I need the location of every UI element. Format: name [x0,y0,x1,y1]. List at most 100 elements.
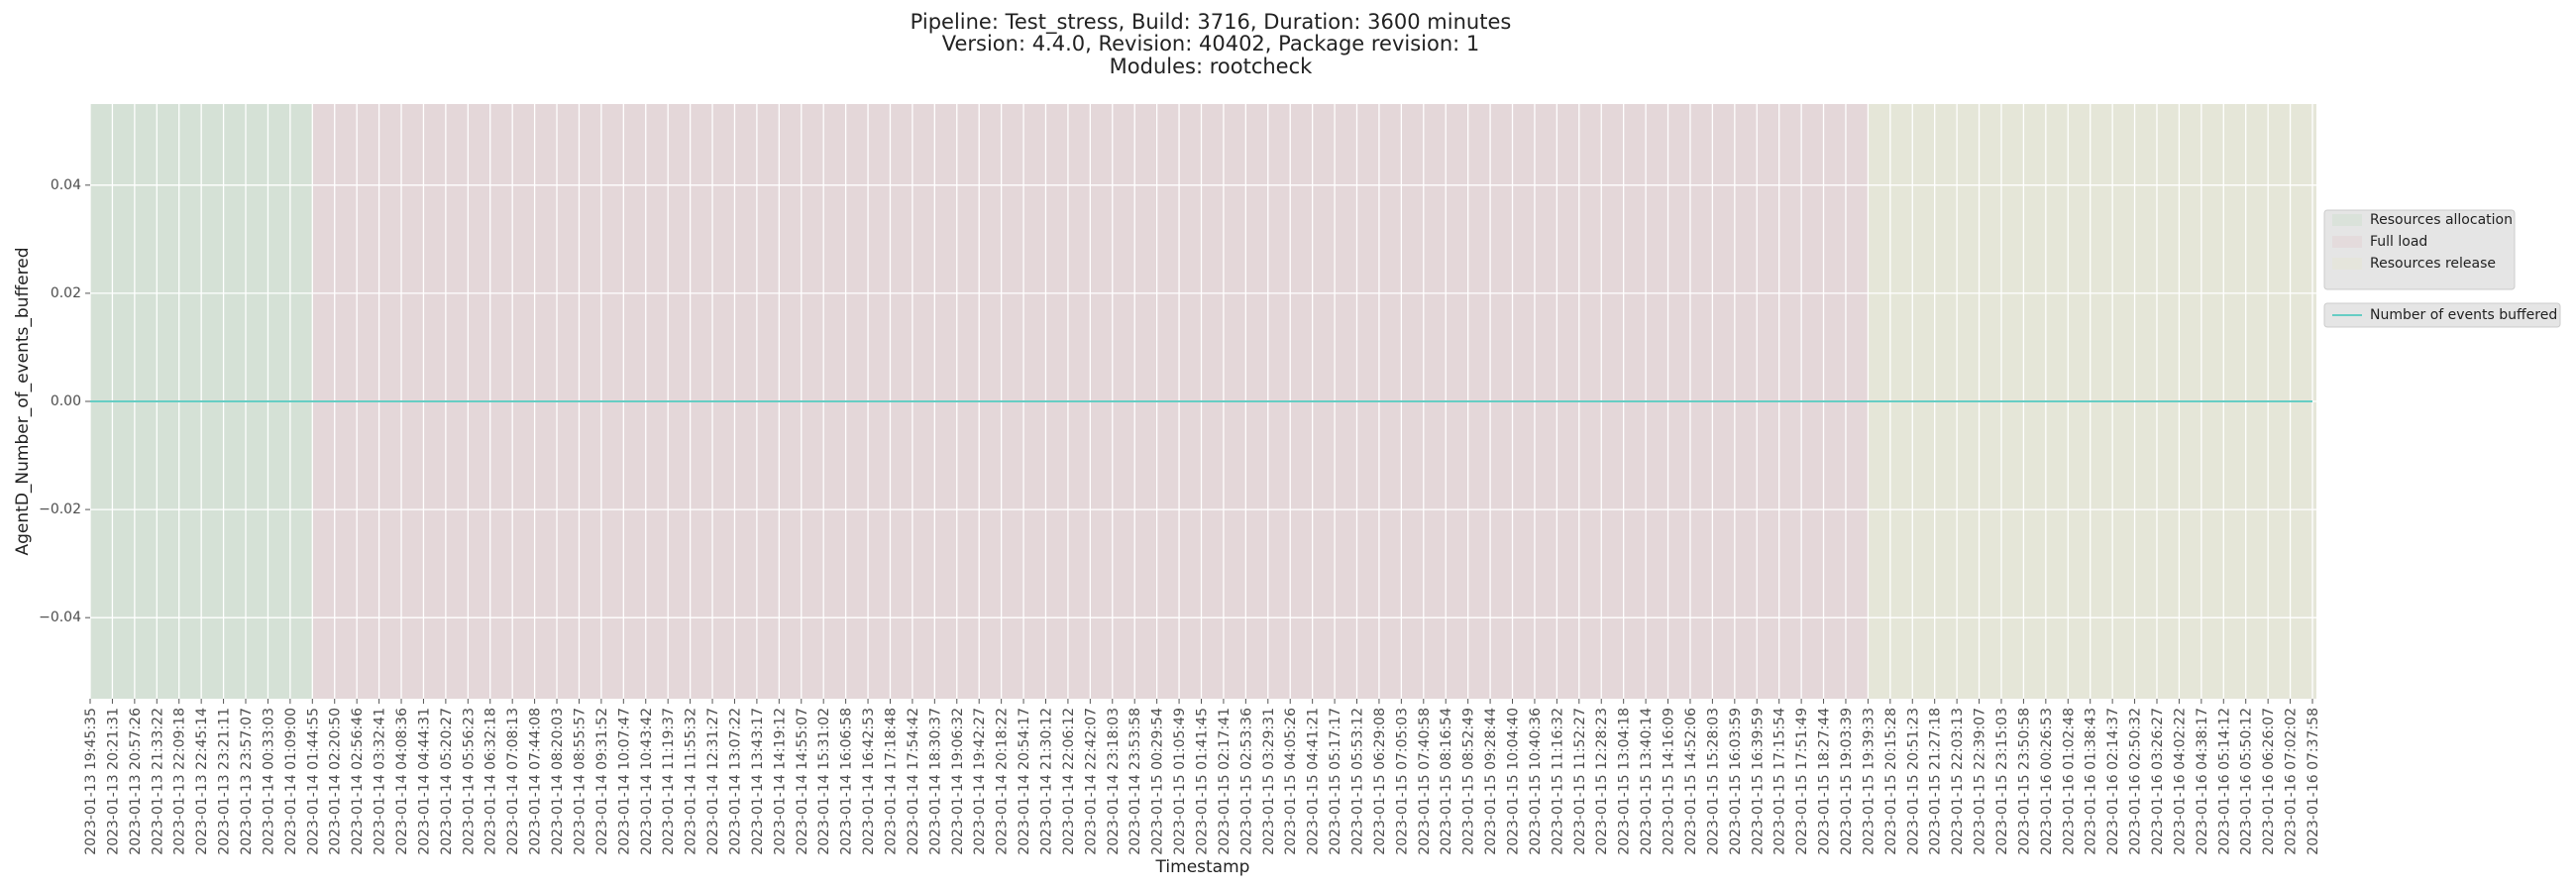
x-tick-label: 2023-01-14 10:07:47 [616,708,632,855]
x-tick-label: 2023-01-15 17:51:49 [1794,708,1810,855]
x-tick-label: 2023-01-14 13:43:17 [750,708,766,855]
x-tick-label: 2023-01-13 21:33:22 [150,708,165,855]
legend-swatch [2332,214,2362,226]
x-tick-label: 2023-01-13 23:21:11 [217,708,233,855]
x-tick-label: 2023-01-15 10:04:40 [1506,708,1522,855]
x-tick-label: 2023-01-14 21:30:12 [1038,708,1054,855]
x-tick-label: 2023-01-14 20:54:17 [1017,708,1032,855]
x-tick-label: 2023-01-14 04:44:31 [416,708,432,855]
x-tick-label: 2023-01-14 15:31:02 [816,708,832,855]
x-tick-label: 2023-01-15 05:17:17 [1328,708,1343,855]
x-tick-label: 2023-01-15 02:53:36 [1238,708,1254,855]
x-tick-label: 2023-01-15 09:28:44 [1483,708,1499,855]
x-tick-label: 2023-01-15 12:28:23 [1594,708,1610,855]
x-tick-label: 2023-01-14 23:18:03 [1106,708,1122,855]
legend-label: Resources allocation [2370,212,2513,228]
x-tick-label: 2023-01-15 01:41:45 [1195,708,1211,855]
x-tick-label: 2023-01-14 13:07:22 [727,708,743,855]
x-tick-label: 2023-01-14 22:06:12 [1061,708,1077,855]
x-tick-label: 2023-01-15 20:51:23 [1905,708,1921,855]
chart-title: Modules: rootcheck [1110,55,1313,78]
x-tick-label: 2023-01-15 20:15:28 [1883,708,1899,855]
y-tick-label: 0.02 [51,285,81,301]
x-axis-label: Timestamp [1155,857,1250,877]
x-tick-label: 2023-01-15 06:29:08 [1372,708,1388,855]
x-tick-label: 2023-01-14 08:20:03 [550,708,566,855]
x-tick-label: 2023-01-14 12:31:27 [705,708,721,855]
x-tick-label: 2023-01-14 07:44:08 [528,708,544,855]
legend-box [2323,302,2561,328]
x-tick-label: 2023-01-15 23:50:58 [2016,708,2032,855]
chart-title: Pipeline: Test_stress, Build: 3716, Dura… [911,10,1512,35]
x-tick-label: 2023-01-14 18:30:37 [927,708,943,855]
x-tick-label: 2023-01-14 23:53:58 [1127,708,1143,855]
y-tick-label: 0.04 [51,177,81,193]
x-tick-label: 2023-01-14 11:55:32 [684,708,699,855]
x-tick-label: 2023-01-15 01:05:49 [1172,708,1188,855]
x-tick-label: 2023-01-15 21:27:18 [1928,708,1944,855]
legend-box [2323,209,2516,290]
x-tick-label: 2023-01-16 07:37:58 [2306,708,2321,855]
x-tick-label: 2023-01-15 02:17:41 [1217,708,1233,855]
x-tick-label: 2023-01-16 01:02:48 [2061,708,2077,855]
x-tick-label: 2023-01-14 14:19:12 [772,708,788,855]
y-tick-label: 0.00 [51,393,81,409]
x-tick-label: 2023-01-14 10:43:42 [639,708,655,855]
x-tick-label: 2023-01-16 05:50:12 [2239,708,2255,855]
x-tick-label: 2023-01-15 13:04:18 [1617,708,1633,855]
x-tick-label: 2023-01-14 05:56:23 [461,708,477,855]
legend-swatch [2332,258,2362,270]
x-tick-label: 2023-01-16 02:14:37 [2105,708,2121,855]
x-tick-label: 2023-01-15 22:03:13 [1950,708,1966,855]
x-tick-label: 2023-01-14 08:55:57 [572,708,588,855]
x-tick-label: 2023-01-16 00:26:53 [2039,708,2055,855]
x-tick-label: 2023-01-13 19:45:35 [83,708,99,855]
x-tick-label: 2023-01-14 05:20:27 [439,708,455,855]
x-tick-label: 2023-01-15 13:40:14 [1639,708,1655,855]
x-tick-label: 2023-01-15 00:29:54 [1150,708,1166,855]
x-tick-label: 2023-01-14 16:06:58 [839,708,855,855]
x-tick-label: 2023-01-13 20:21:31 [105,708,121,855]
x-tick-label: 2023-01-14 14:55:07 [795,708,810,855]
x-tick-label: 2023-01-15 16:03:59 [1728,708,1744,855]
x-tick-label: 2023-01-14 11:19:37 [661,708,677,855]
x-tick-label: 2023-01-15 08:52:49 [1461,708,1477,855]
legend-label: Number of events buffered [2370,307,2557,323]
legend-label: Resources release [2370,256,2496,272]
x-tick-label: 2023-01-16 04:38:17 [2195,708,2210,855]
x-tick-label: 2023-01-13 22:45:14 [194,708,210,855]
x-tick-label: 2023-01-16 05:14:12 [2216,708,2232,855]
x-tick-label: 2023-01-15 07:05:03 [1394,708,1410,855]
x-tick-label: 2023-01-14 17:18:48 [883,708,899,855]
y-tick-label: −0.04 [39,610,81,625]
x-tick-label: 2023-01-14 16:42:53 [861,708,877,855]
x-tick-label: 2023-01-15 04:05:26 [1283,708,1299,855]
x-tick-label: 2023-01-16 03:26:27 [2150,708,2166,855]
x-tick-label: 2023-01-15 07:40:58 [1417,708,1433,855]
x-tick-label: 2023-01-14 03:32:41 [373,708,388,855]
x-tick-label: 2023-01-14 20:18:22 [995,708,1011,855]
x-tick-label: 2023-01-15 14:16:09 [1662,708,1677,855]
x-tick-label: 2023-01-14 01:09:00 [283,708,299,855]
x-tick-label: 2023-01-15 10:40:36 [1528,708,1544,855]
x-tick-label: 2023-01-13 20:57:26 [128,708,144,855]
x-tick-label: 2023-01-15 19:39:33 [1861,708,1877,855]
x-tick-label: 2023-01-14 01:44:55 [305,708,321,855]
x-tick-label: 2023-01-14 02:56:46 [350,708,366,855]
chart-title: Version: 4.4.0, Revision: 40402, Package… [942,32,1480,56]
x-tick-label: 2023-01-13 22:09:18 [172,708,188,855]
x-tick-label: 2023-01-14 02:20:50 [328,708,344,855]
x-tick-label: 2023-01-15 16:39:59 [1750,708,1766,855]
x-tick-label: 2023-01-14 09:31:52 [594,708,610,855]
x-tick-label: 2023-01-14 07:08:13 [505,708,521,855]
x-tick-label: 2023-01-15 17:15:54 [1772,708,1788,855]
x-tick-label: 2023-01-15 15:28:03 [1705,708,1721,855]
x-tick-label: 2023-01-15 14:52:06 [1683,708,1699,855]
x-tick-label: 2023-01-15 08:16:54 [1439,708,1454,855]
x-tick-label: 2023-01-14 04:08:36 [394,708,410,855]
x-tick-label: 2023-01-14 22:42:07 [1083,708,1099,855]
x-tick-label: 2023-01-15 11:16:32 [1550,708,1565,855]
y-tick-label: −0.02 [39,502,81,517]
x-tick-label: 2023-01-15 11:52:27 [1572,708,1588,855]
